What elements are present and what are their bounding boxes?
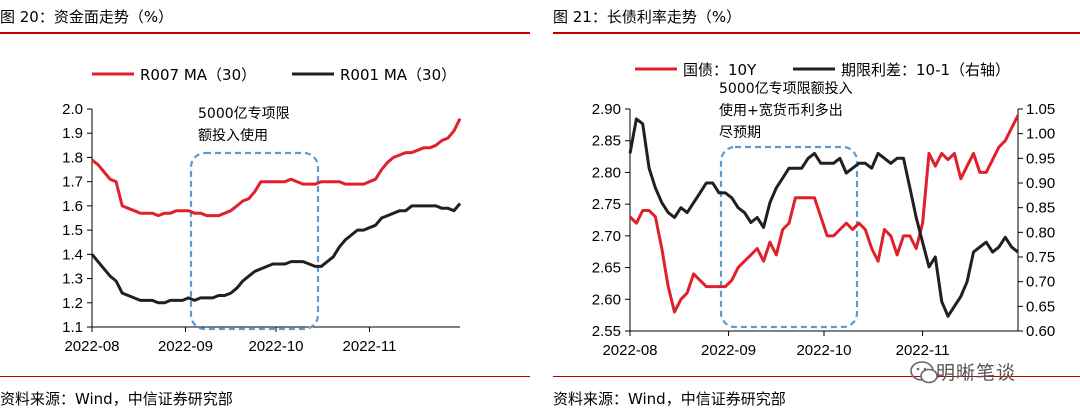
y-tick-label: 2.0 [62,101,83,118]
x-tick-label: 2022-09 [701,342,756,359]
legend-label-2: 期限利差：10-1（右轴） [841,61,1010,79]
y2-tick-label: 0.60 [1026,323,1055,340]
y-tick-label: 1.6 [62,198,83,215]
annotation-box [189,151,320,331]
y2-tick-label: 1.00 [1026,126,1055,143]
annotation-text: 使用+宽货币利多出 [719,102,843,119]
y-tick-label: 2.80 [592,164,621,181]
y-tick-label: 1.9 [62,125,83,142]
series-line-2 [90,202,462,305]
legend-label-1: R007 MA（30） [140,66,256,84]
y2-tick-label: 0.70 [1026,274,1055,291]
right-source-rule [553,376,1080,377]
y2-tick-label: 1.05 [1026,101,1055,118]
annotation-text: 尽预期 [719,125,761,141]
x-tick-label: 2022-10 [248,338,303,355]
right-title-rule [553,32,1080,34]
y-tick-label: 2.55 [592,323,621,340]
left-chart-svg: 1.1 1.2 1.3 1.4 1.5 1.6 1.7 1.8 1.9 2.0 2022-08 202… [62,66,462,355]
y-tick-label: 2.90 [592,101,621,118]
x-tick-label: 2022-11 [896,342,950,359]
y2-tick-label: 0.95 [1026,150,1055,167]
legend-label-1: 国债：10Y [683,61,757,79]
annotation-box [719,145,859,329]
wechat-icon [910,361,938,384]
y2-tick-label: 0.65 [1026,298,1055,315]
y-tick-label: 1.2 [62,295,83,312]
y-tick-label: 1.8 [62,149,83,166]
y-tick-label: 1.7 [62,174,83,191]
x-tick-label: 2022-11 [343,338,397,355]
annotation-text: 5000亿专项限额投入 [719,81,853,97]
y-tick-label: 1.5 [62,222,83,239]
left-chart-title: 图 20：资金面走势（%） [0,8,174,26]
y-tick-label: 1.3 [62,271,83,288]
y-tick-label: 2.65 [592,260,621,277]
y2-tick-label: 0.75 [1026,249,1055,266]
y-tick-label: 2.75 [592,196,621,213]
y2-tick-label: 0.80 [1026,224,1055,241]
y-tick-label: 1.1 [62,319,83,336]
left-chart-panel: 图 20：资金面走势（%） 1.1 1.2 1.3 1.4 1.5 1.6 1.7 1.8 1.… [0,0,530,418]
y-tick-label: 1.4 [62,246,83,263]
right-chart-svg: 2.55 2.60 2.65 2.70 2.75 2.80 2.85 2.90 0.60 0.65… [592,61,1055,359]
y2-tick-label: 0.90 [1026,175,1055,192]
left-title-rule [0,32,530,34]
y2-tick-label: 0.85 [1026,200,1055,217]
watermark-text: 明晰笔谈 [936,362,1017,384]
x-tick-label: 2022-08 [64,338,119,355]
left-source-note: 资料来源：Wind，中信证券研究部 [0,390,233,408]
left-source-rule [0,376,530,377]
legend-label-2: R001 MA（30） [340,66,456,84]
series-line-1 [91,118,462,218]
series-line-2 [628,117,1019,318]
annotation-text: 5000亿专项限 [198,106,290,122]
right-chart-title: 图 21：长债利率走势（%） [553,8,742,26]
y-tick-label: 2.60 [592,291,621,308]
x-tick-label: 2022-10 [796,342,851,359]
right-chart-panel: 图 21：长债利率走势（%） 2.55 2.60 2.65 2.70 2.75 2.80 2… [553,0,1080,418]
annotation-text: 额投入使用 [198,127,268,144]
y-tick-label: 2.85 [592,133,621,150]
x-tick-label: 2022-08 [602,342,657,359]
right-source-note: 资料来源：Wind，中信证券研究部 [553,390,786,408]
series-line-1 [628,114,1020,314]
x-tick-label: 2022-09 [158,338,213,355]
y-tick-label: 2.70 [592,228,621,245]
